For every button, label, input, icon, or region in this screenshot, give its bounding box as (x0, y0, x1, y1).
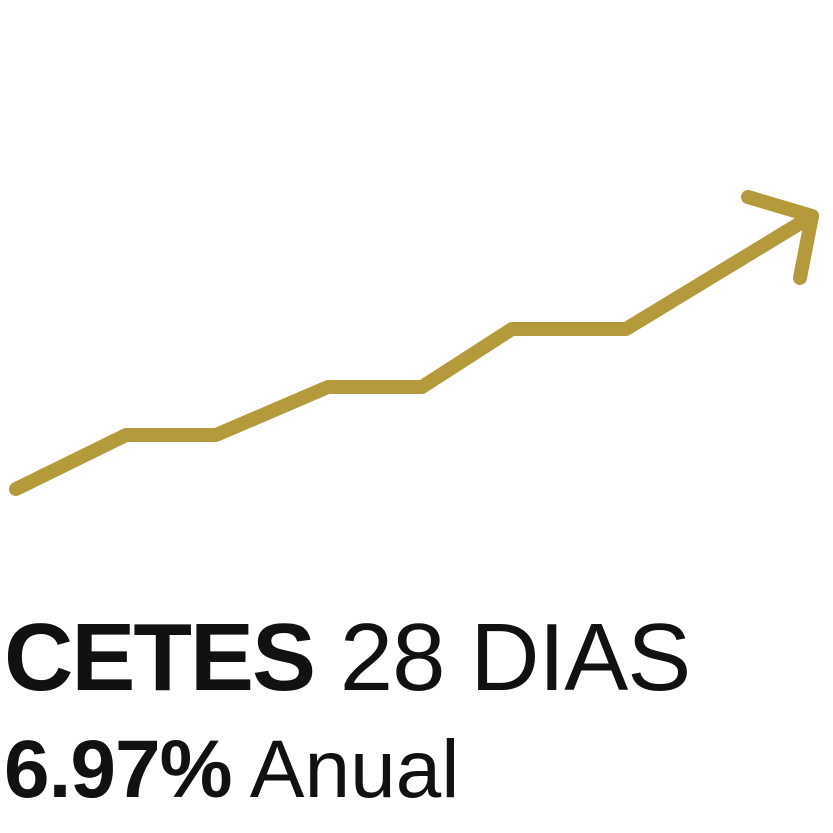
instrument-term: 28 DIAS (339, 604, 692, 711)
rate-line: 6.97% Anual (4, 722, 460, 818)
trend-up-arrow-icon (9, 190, 819, 496)
instrument-name: CETES (4, 604, 316, 711)
rate-unit: Anual (249, 724, 460, 815)
arrow-head (741, 190, 819, 285)
rate-value: 6.97% (4, 724, 233, 815)
trend-line (9, 209, 819, 496)
instrument-title: CETES 28 DIAS (4, 608, 691, 708)
